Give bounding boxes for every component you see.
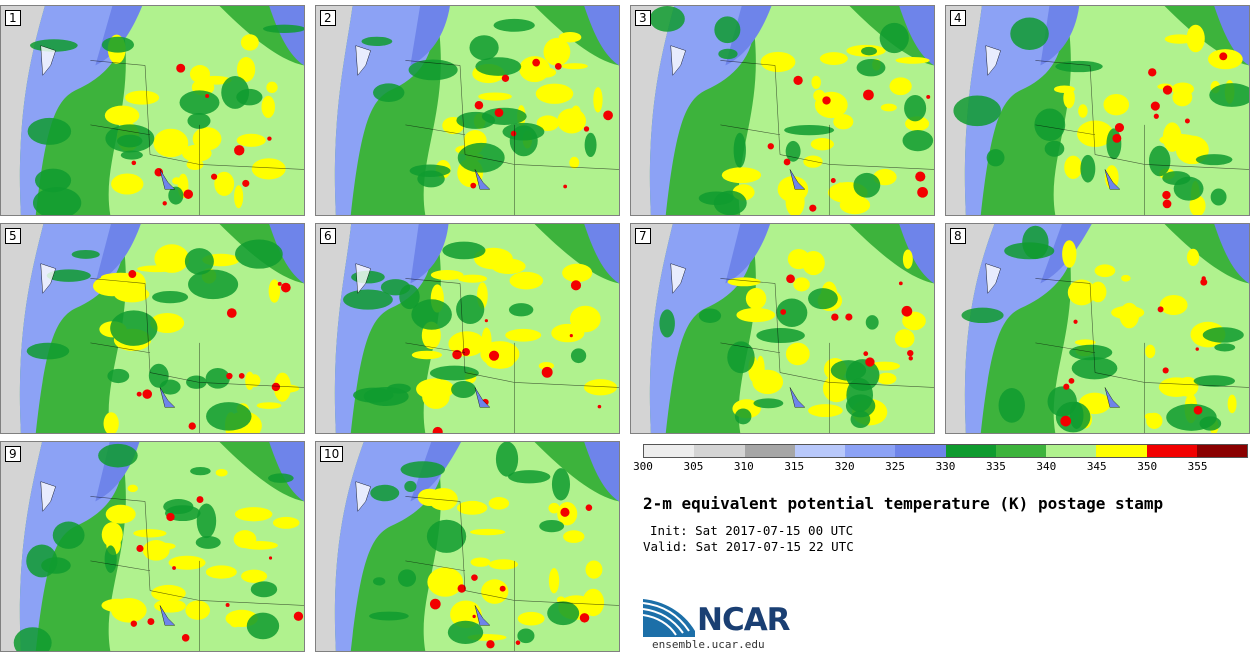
member-number: 4: [950, 10, 966, 26]
color-bar-segment: [1096, 445, 1147, 457]
member-number: 9: [5, 446, 21, 462]
color-bar-segment: [744, 445, 795, 457]
color-bar-segment: [794, 445, 845, 457]
color-bar-segment: [945, 445, 996, 457]
member-number: 3: [635, 10, 651, 26]
color-bar-tick-label: 355: [1187, 460, 1208, 473]
color-bar-tick-label: 320: [834, 460, 855, 473]
color-bar-tick-label: 345: [1086, 460, 1107, 473]
postage-stamp-panel: 9: [0, 441, 305, 652]
color-bar-tick-label: 340: [1036, 460, 1057, 473]
ncar-logo-icon: [643, 599, 695, 637]
color-bar-tick-label: 310: [733, 460, 754, 473]
postage-stamp-panel: 4: [945, 5, 1250, 216]
color-bar-segment: [895, 445, 946, 457]
color-bar-tick-label: 300: [633, 460, 653, 473]
postage-stamp-panel: 3: [630, 5, 935, 216]
color-bar-tick-label: 330: [935, 460, 956, 473]
color-bar-tick-label: 305: [683, 460, 704, 473]
member-number: 7: [635, 228, 651, 244]
member-number: 10: [320, 446, 344, 462]
color-bar-tick-label: 325: [885, 460, 906, 473]
color-bar-tick-label: 350: [1137, 460, 1158, 473]
member-number: 1: [5, 10, 21, 26]
color-bar-segment: [1146, 445, 1197, 457]
valid-time: Valid: Sat 2017-07-15 22 UTC: [643, 539, 854, 554]
color-bar: [643, 444, 1248, 458]
color-bar-segment: [694, 445, 745, 457]
color-bar-segment: [845, 445, 896, 457]
member-number: 6: [320, 228, 336, 244]
postage-stamp-panel: 10: [315, 441, 620, 652]
member-number: 2: [320, 10, 336, 26]
color-bar-tick-label: 315: [784, 460, 805, 473]
postage-stamp-panel: 8: [945, 223, 1250, 434]
color-bar-segment: [1196, 445, 1247, 457]
color-bar-segment: [995, 445, 1046, 457]
postage-stamp-panel: 5: [0, 223, 305, 434]
postage-stamp-panel: 6: [315, 223, 620, 434]
color-bar-segment: [644, 445, 695, 457]
logo-text: NCAR: [697, 602, 791, 638]
website-url[interactable]: ensemble.ucar.edu: [652, 638, 765, 651]
init-time: Init: Sat 2017-07-15 00 UTC: [650, 523, 854, 538]
member-number: 5: [5, 228, 21, 244]
member-number: 8: [950, 228, 966, 244]
plot-title: 2-m equivalent potential temperature (K)…: [643, 494, 1164, 513]
color-bar-segment: [1046, 445, 1097, 457]
postage-stamp-panel: 1: [0, 5, 305, 216]
color-bar-tick-label: 335: [985, 460, 1006, 473]
postage-stamp-panel: 7: [630, 223, 935, 434]
postage-stamp-panel: 2: [315, 5, 620, 216]
